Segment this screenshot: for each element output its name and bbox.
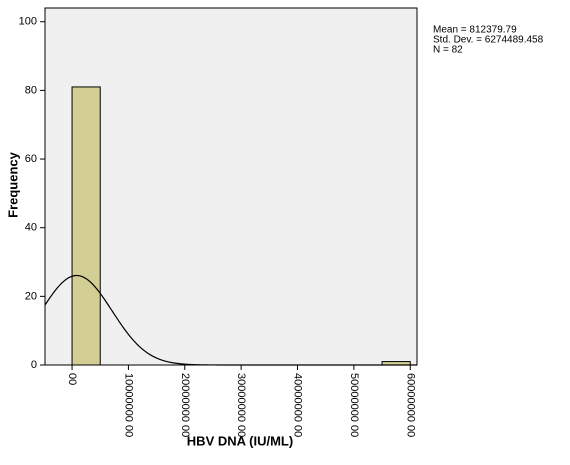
x-tick-label: 30000000 00 xyxy=(235,373,247,437)
stat-label: N = 82 xyxy=(433,45,463,56)
stat-label: Std. Dev. = 6274489.458 xyxy=(433,35,544,46)
y-tick-label: 60 xyxy=(25,153,37,165)
y-axis-label: Frequency xyxy=(5,151,20,218)
x-tick-label: 20000000 00 xyxy=(179,373,191,437)
y-tick-label: 100 xyxy=(19,16,37,28)
stat-label: Mean = 812379.79 xyxy=(433,25,517,36)
x-tick-label: 40000000 00 xyxy=(292,373,304,437)
y-tick-label: 0 xyxy=(31,359,37,371)
bar xyxy=(71,86,101,366)
y-tick-label: 20 xyxy=(25,290,37,302)
plot-area xyxy=(44,7,418,366)
y-tick-label: 80 xyxy=(25,84,37,96)
x-tick-label: 60000000 00 xyxy=(404,373,416,437)
normal-curve xyxy=(44,274,417,366)
y-tick-label: 40 xyxy=(25,222,37,234)
x-tick-label: 00 xyxy=(66,373,78,385)
x-tick-label: 10000000 00 xyxy=(123,373,135,437)
x-axis-label: HBV DNA (IU/ML) xyxy=(187,433,293,448)
x-tick-label: 50000000 00 xyxy=(348,373,360,437)
